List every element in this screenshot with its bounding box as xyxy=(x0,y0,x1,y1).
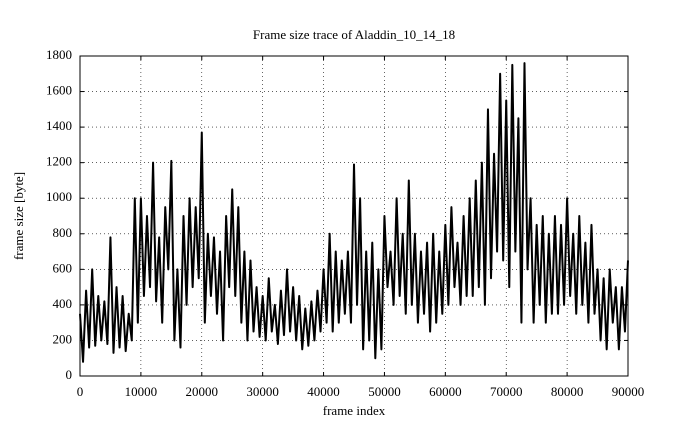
x-tick-label: 70000 xyxy=(490,384,523,399)
y-tick-label: 1800 xyxy=(46,47,72,62)
x-tick-label: 90000 xyxy=(612,384,645,399)
x-tick-label: 0 xyxy=(77,384,84,399)
y-axis-label: frame size [byte] xyxy=(11,172,26,260)
x-tick-label: 20000 xyxy=(186,384,219,399)
y-tick-label: 1000 xyxy=(46,189,72,204)
y-tick-label: 200 xyxy=(53,331,73,346)
y-tick-label: 1400 xyxy=(46,118,72,133)
x-tick-label: 60000 xyxy=(429,384,462,399)
x-tick-label: 50000 xyxy=(368,384,401,399)
x-tick-label: 30000 xyxy=(246,384,279,399)
y-tick-label: 600 xyxy=(53,260,73,275)
y-tick-label: 800 xyxy=(53,225,73,240)
x-tick-label: 10000 xyxy=(125,384,158,399)
x-tick-label: 80000 xyxy=(551,384,584,399)
y-tick-label: 400 xyxy=(53,296,73,311)
data-line xyxy=(79,62,629,363)
y-tick-label: 1600 xyxy=(46,83,72,98)
y-tick-label: 0 xyxy=(66,367,73,382)
plot-frame xyxy=(79,55,629,377)
y-tick-label: 1200 xyxy=(46,154,72,169)
chart-title: Frame size trace of Aladdin_10_14_18 xyxy=(253,27,455,42)
x-axis-label: frame index xyxy=(323,403,386,418)
x-tick-label: 40000 xyxy=(307,384,340,399)
